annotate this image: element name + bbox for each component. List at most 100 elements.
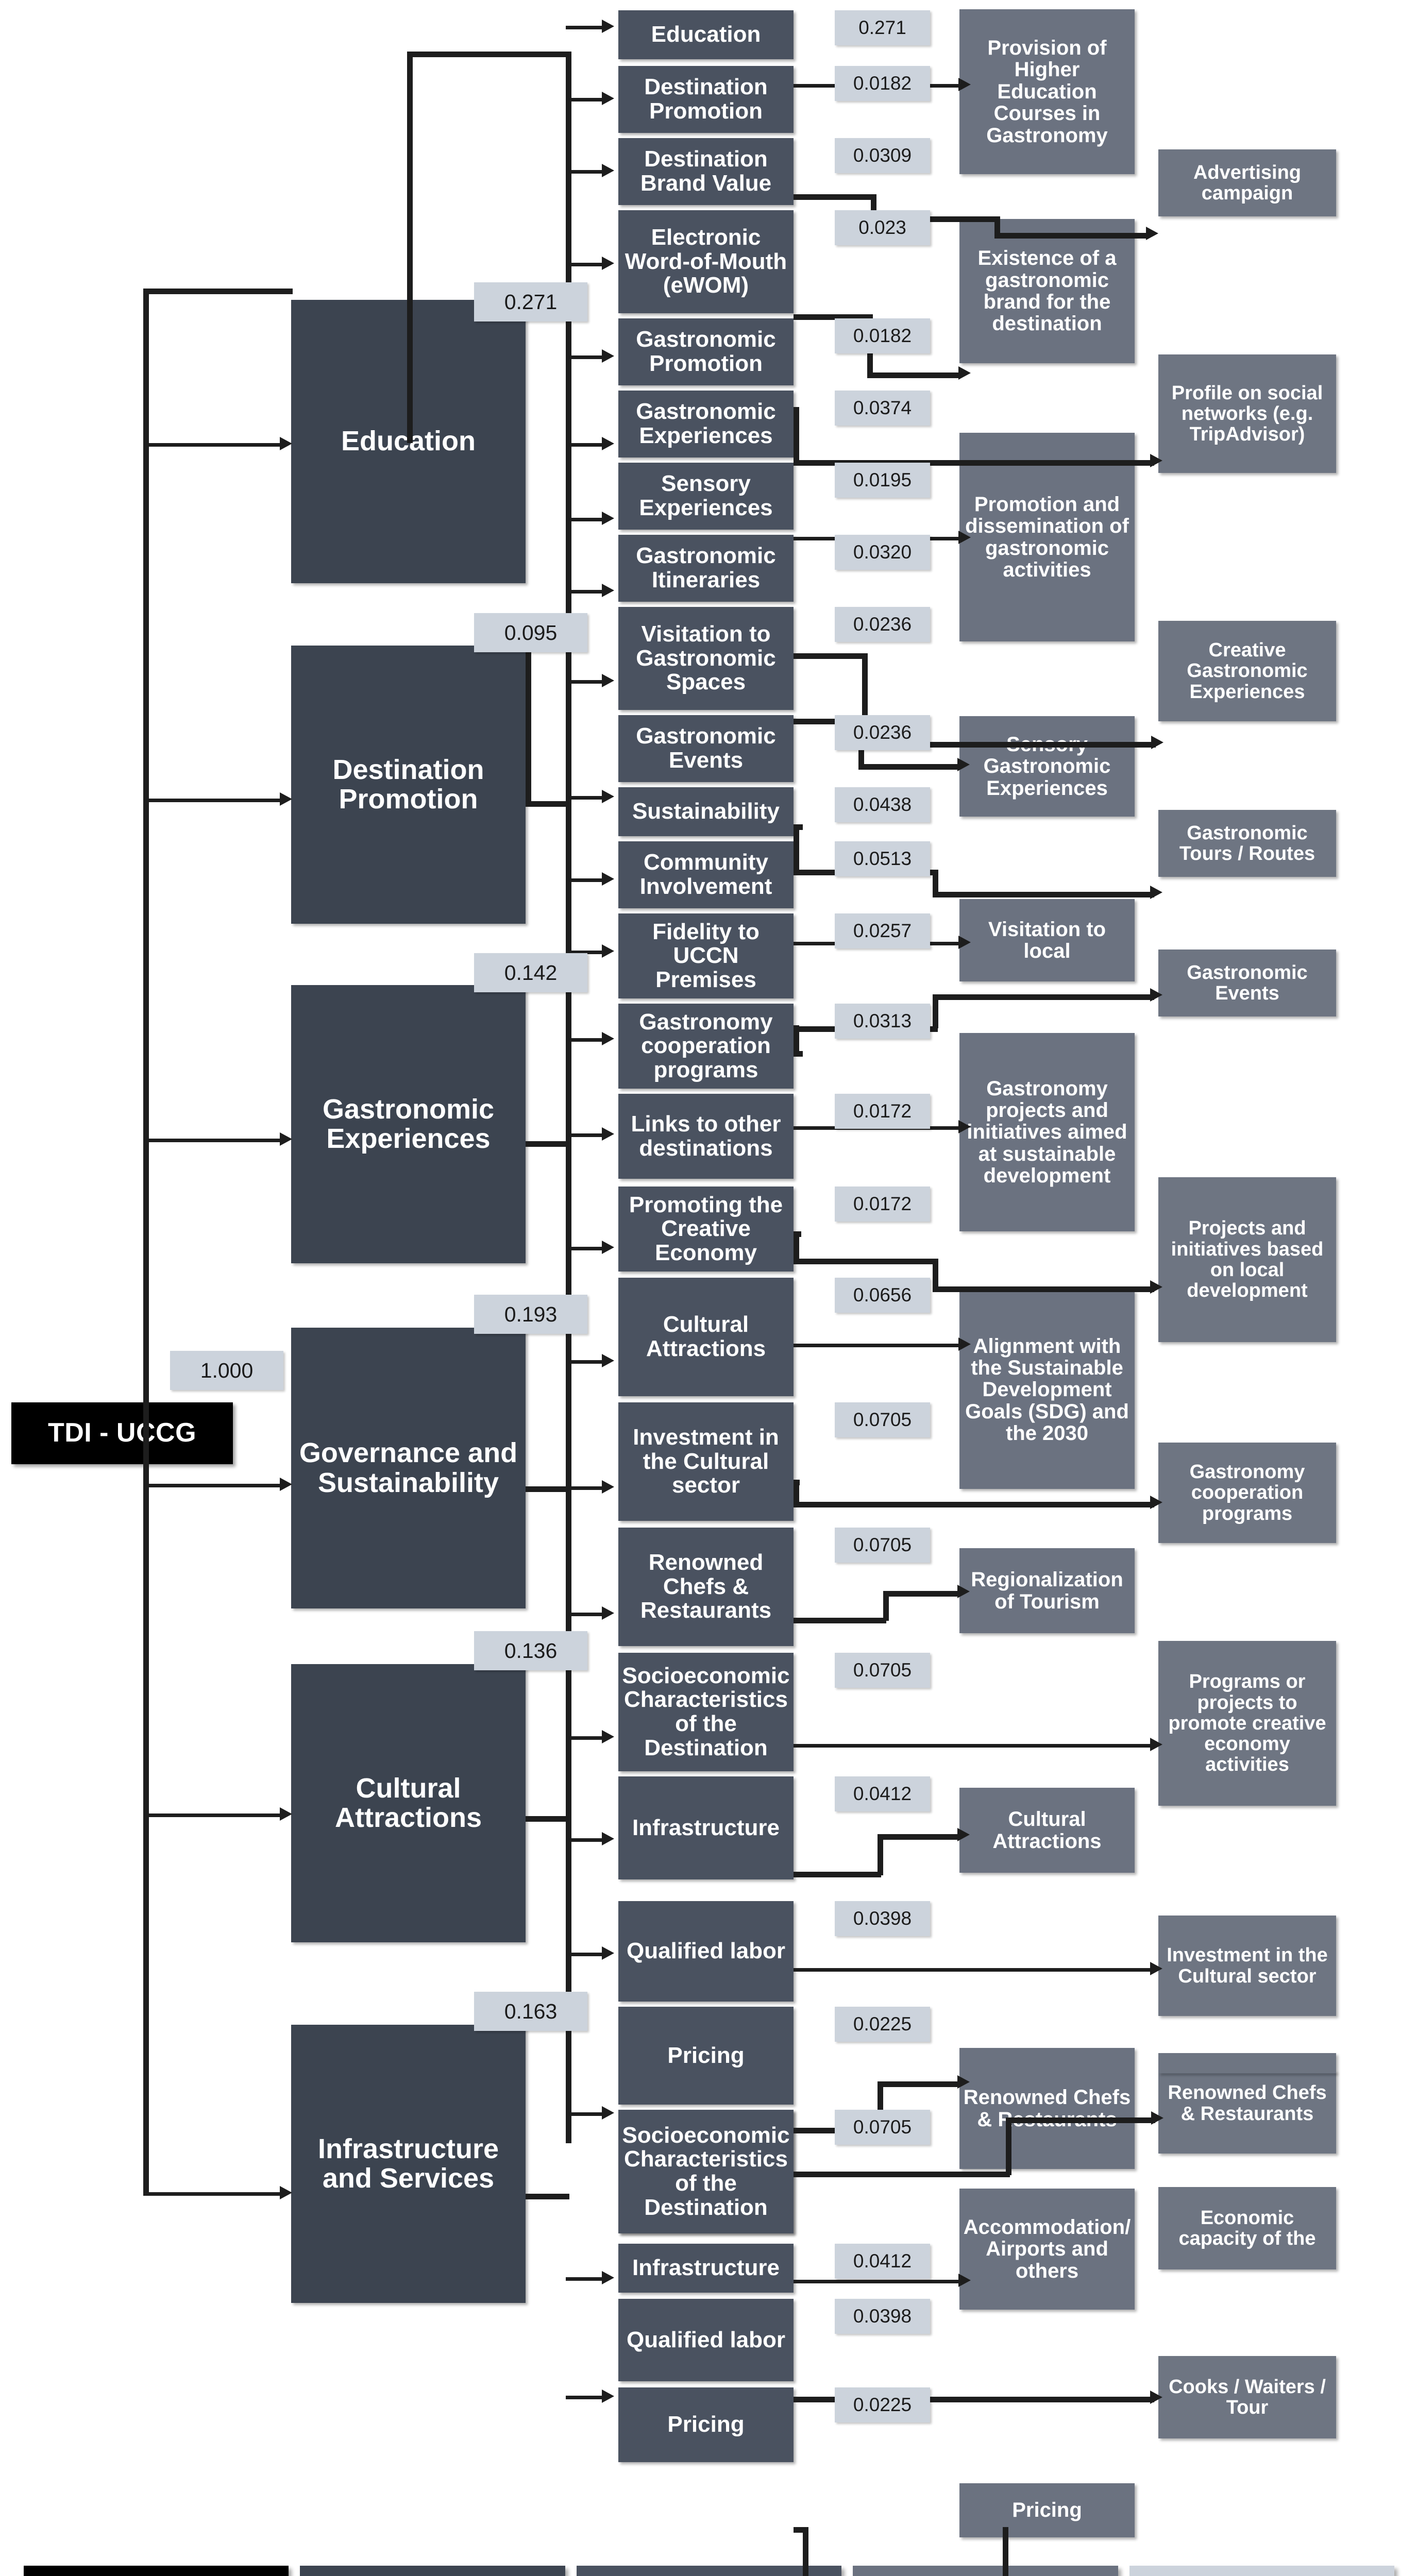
- attribute-node-19[interactable]: Socioeconomic Characteristics of the Des…: [618, 1653, 794, 1771]
- cluster-node-8[interactable]: Investment in the Cultural sector: [1158, 1916, 1336, 2016]
- indicator-node-9[interactable]: Renowned Chefs & Restaurants: [959, 2048, 1135, 2169]
- indicator-node-2[interactable]: Promotion and dissemination of gastronom…: [959, 433, 1135, 641]
- attribute-weight-3: 0.023: [835, 210, 930, 245]
- attribute-node-8[interactable]: Visitation to Gastronomic Spaces: [618, 607, 794, 710]
- cluster-node-7[interactable]: Programs or projects to promote creative…: [1158, 1641, 1336, 1806]
- education-riser: [407, 52, 413, 443]
- edge-se-arrow: [957, 758, 970, 771]
- edge-dp-b: [871, 194, 876, 220]
- attribute-node-16[interactable]: Cultural Attractions: [618, 1278, 794, 1396]
- attribute-node-20[interactable]: Infrastructure: [618, 1776, 794, 1879]
- edge-soc-c: [1006, 2117, 1155, 2123]
- attribute-node-1[interactable]: Destination Promotion: [618, 66, 794, 133]
- cluster-label: Gastronomy cooperation programs: [1189, 1461, 1305, 1524]
- attribute-label: Destination Promotion: [644, 74, 768, 124]
- attribute-node-3[interactable]: Electronic Word-of-Mouth (eWOM): [618, 210, 794, 313]
- attr-stub-2: [566, 170, 602, 174]
- attribute-node-2[interactable]: Destination Brand Value: [618, 138, 794, 205]
- cluster-node-10[interactable]: [1158, 2071, 1336, 2073]
- indicator-node-5[interactable]: Gastronomy projects and initiatives aime…: [959, 1033, 1135, 1231]
- attr-arrow-18: [602, 1730, 614, 1743]
- dimension-label: Infrastructure and Services: [317, 2133, 499, 2194]
- attribute-node-7[interactable]: Gastronomic Itineraries: [618, 535, 794, 602]
- edge-se-a: [794, 719, 863, 724]
- cluster-node-0[interactable]: Advertising campaign: [1158, 149, 1336, 216]
- attribute-label: Pricing: [667, 2042, 745, 2068]
- dimension-node-governance-sustainability[interactable]: Governance and Sustainability: [291, 1328, 526, 1608]
- attribute-node-21[interactable]: Qualified labor: [618, 1901, 794, 2002]
- cluster-node-5[interactable]: Projects and initiatives based on local …: [1158, 1177, 1336, 1342]
- attribute-node-22[interactable]: Pricing: [618, 2007, 794, 2105]
- edge-gi-e: [933, 892, 1154, 897]
- indicator-node-7[interactable]: Regionalization of Tourism: [959, 1548, 1135, 1633]
- cluster-node-4[interactable]: Gastronomic Events: [1158, 950, 1336, 1016]
- attribute-weight-17: 0.0705: [835, 1402, 930, 1437]
- indicator-node-6[interactable]: Alignment with the Sustainable Developme…: [959, 1291, 1135, 1489]
- attribute-node-17[interactable]: Investment in the Cultural sector: [618, 1402, 794, 1521]
- indicator-node-1[interactable]: Existence of a gastronomic brand for the…: [959, 219, 1135, 363]
- attribute-label: Qualified labor: [626, 2327, 786, 2352]
- edge-ca-b: [878, 1834, 883, 1875]
- indicator-node-11[interactable]: Pricing: [959, 2483, 1135, 2537]
- cluster-node-9[interactable]: Renowned Chefs & Restaurants: [1158, 2053, 1336, 2154]
- edge-ewom-b: [794, 407, 799, 464]
- purpose-spine: [143, 289, 149, 2195]
- attribute-weight-13: 0.0313: [835, 1004, 930, 1039]
- edge-lod-a: [794, 1618, 886, 1623]
- attribute-node-12[interactable]: Fidelity to UCCN Premises: [618, 913, 794, 998]
- attribute-node-5[interactable]: Gastronomic Experiences: [618, 391, 794, 457]
- purpose-weight: 1.000: [170, 1351, 283, 1390]
- edge-ci-c: [794, 1259, 938, 1264]
- attr-arrow-4: [602, 349, 614, 363]
- attr-stub-1: [566, 98, 602, 101]
- attribute-label: Destination Brand Value: [640, 146, 772, 196]
- indicator-node-10[interactable]: Accommodation/ Airports and others: [959, 2189, 1135, 2310]
- cluster-node-3[interactable]: Gastronomic Tours / Routes: [1158, 810, 1336, 877]
- indicator-node-8[interactable]: Cultural Attractions: [959, 1788, 1135, 1873]
- attr-stub-20: [566, 1953, 602, 1956]
- attribute-node-14[interactable]: Links to other destinations: [618, 1094, 794, 1179]
- indicator-node-0[interactable]: Provision of Higher Education Courses in…: [959, 9, 1135, 174]
- attribute-node-6[interactable]: Sensory Experiences: [618, 463, 794, 530]
- attribute-weight-pricing: 0.0225: [835, 2387, 930, 2422]
- cluster-node-1[interactable]: Profile on social networks (e.g. TripAdv…: [1158, 354, 1336, 473]
- attr-stub-6: [566, 518, 602, 521]
- indicator-node-3[interactable]: Sensory Gastronomic Experiences: [959, 716, 1135, 817]
- attribute-node-15[interactable]: Promoting the Creative Economy: [618, 1187, 794, 1272]
- edge-inf: [794, 2280, 958, 2283]
- dimension-weight-3: 0.193: [474, 1295, 587, 1334]
- dimension-weight-4: 0.136: [474, 1631, 587, 1670]
- indicator-node-4[interactable]: Visitation to local: [959, 899, 1135, 981]
- cluster-label: Gastronomic Tours / Routes: [1179, 822, 1315, 865]
- dimension-node-cultural-attractions[interactable]: Cultural Attractions: [291, 1664, 526, 1942]
- attribute-node-socioeconomic[interactable]: Socioeconomic Characteristics of the Des…: [618, 2110, 794, 2233]
- cluster-node-economic[interactable]: Economic capacity of the: [1158, 2187, 1336, 2269]
- attribute-node-11[interactable]: Community Involvement: [618, 841, 794, 908]
- attribute-node-10[interactable]: Sustainability: [618, 787, 794, 836]
- attr-arrow-2: [602, 164, 614, 177]
- attribute-node-13[interactable]: Gastronomy cooperation programs: [618, 1004, 794, 1089]
- attribute-node-18[interactable]: Renowned Chefs & Restaurants: [618, 1528, 794, 1646]
- dimension-node-gastronomic-experiences[interactable]: Gastronomic Experiences: [291, 985, 526, 1263]
- dimension-node-infrastructure-services[interactable]: Infrastructure and Services: [291, 2025, 526, 2303]
- cluster-node-2[interactable]: Creative Gastronomic Experiences: [1158, 621, 1336, 721]
- attribute-label: Education: [651, 22, 761, 47]
- dimension-node-destination-promotion[interactable]: Destination Promotion: [291, 646, 526, 924]
- indicator-label: Existence of a gastronomic brand for the…: [977, 247, 1117, 335]
- attribute-node-9[interactable]: Gastronomic Events: [618, 715, 794, 782]
- attribute-node-infrastructure[interactable]: Infrastructure: [618, 2244, 794, 2293]
- attribute-node-qualified-labor[interactable]: Qualified labor: [618, 2299, 794, 2381]
- purpose-link-3: [143, 1484, 280, 1487]
- attribute-node-0[interactable]: Education: [618, 10, 794, 59]
- attribute-label: Fidelity to UCCN Premises: [652, 919, 760, 992]
- attribute-label: Community Involvement: [639, 850, 772, 899]
- cluster-node-cooks[interactable]: Cooks / Waiters / Tour: [1158, 2356, 1336, 2438]
- cluster-node-6[interactable]: Gastronomy cooperation programs: [1158, 1443, 1336, 1543]
- dim1-riser: [526, 649, 531, 804]
- attribute-node-pricing[interactable]: Pricing: [618, 2387, 794, 2462]
- purpose-node[interactable]: TDI - UCCG: [11, 1402, 233, 1464]
- indicator-label: Cultural Attractions: [992, 1808, 1102, 1853]
- attribute-label: Infrastructure: [632, 1815, 780, 1840]
- attribute-node-4[interactable]: Gastronomic Promotion: [618, 318, 794, 385]
- edge-pce-arrow: [1150, 1738, 1162, 1751]
